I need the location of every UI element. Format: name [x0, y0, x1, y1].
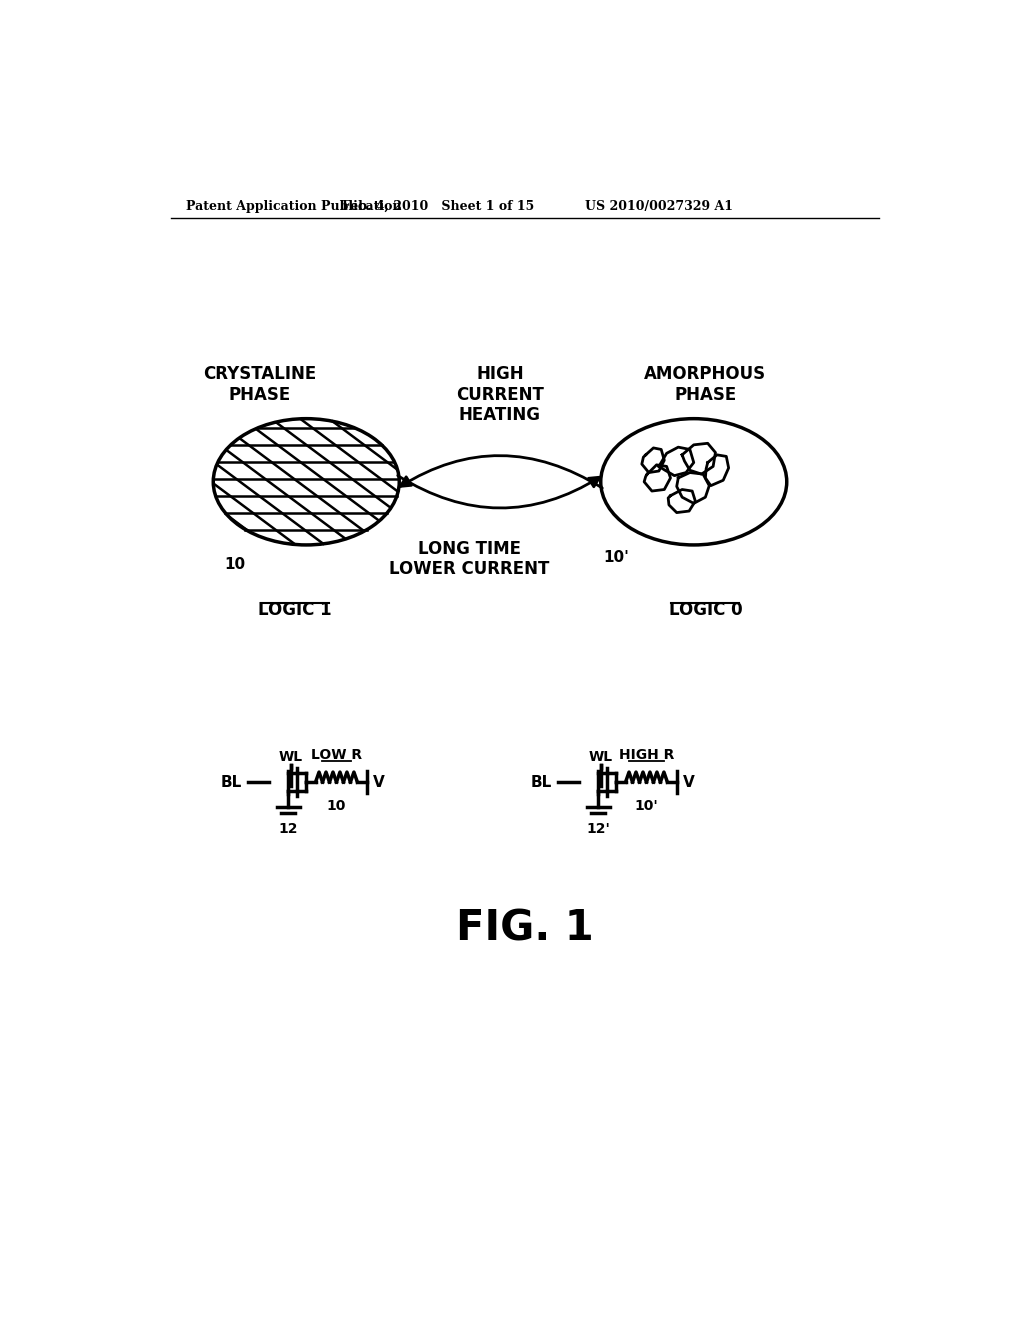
Text: WL: WL — [279, 751, 303, 764]
Text: CRYSTALINE
PHASE: CRYSTALINE PHASE — [203, 364, 316, 404]
Text: 12': 12' — [587, 822, 610, 836]
Text: 10': 10' — [635, 799, 658, 813]
Text: 10: 10 — [224, 557, 246, 573]
Text: Feb. 4, 2010   Sheet 1 of 15: Feb. 4, 2010 Sheet 1 of 15 — [342, 199, 535, 213]
Text: HIGH
CURRENT
HEATING: HIGH CURRENT HEATING — [456, 364, 544, 424]
Text: FIG. 1: FIG. 1 — [456, 907, 594, 949]
Text: V: V — [373, 775, 385, 789]
FancyArrowPatch shape — [397, 475, 600, 508]
FancyArrowPatch shape — [400, 455, 602, 488]
Text: US 2010/0027329 A1: US 2010/0027329 A1 — [586, 199, 733, 213]
Text: AMORPHOUS
PHASE: AMORPHOUS PHASE — [644, 364, 766, 404]
Text: LOW R: LOW R — [311, 748, 362, 762]
Text: HIGH R: HIGH R — [618, 748, 674, 762]
Text: WL: WL — [589, 751, 612, 764]
Text: BL: BL — [221, 775, 242, 789]
Text: BL: BL — [530, 775, 552, 789]
Text: Patent Application Publication: Patent Application Publication — [186, 199, 401, 213]
Text: 10': 10' — [603, 549, 629, 565]
Text: V: V — [683, 775, 694, 789]
Text: LOGIC 1: LOGIC 1 — [258, 601, 332, 619]
Text: LONG TIME
LOWER CURRENT: LONG TIME LOWER CURRENT — [389, 540, 549, 578]
Text: 12: 12 — [279, 822, 298, 836]
Text: LOGIC 0: LOGIC 0 — [669, 601, 742, 619]
Text: 10: 10 — [327, 799, 346, 813]
